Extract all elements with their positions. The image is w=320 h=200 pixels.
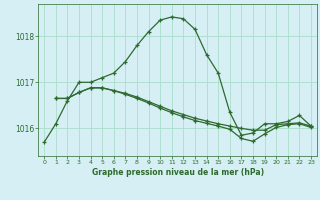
X-axis label: Graphe pression niveau de la mer (hPa): Graphe pression niveau de la mer (hPa): [92, 168, 264, 177]
